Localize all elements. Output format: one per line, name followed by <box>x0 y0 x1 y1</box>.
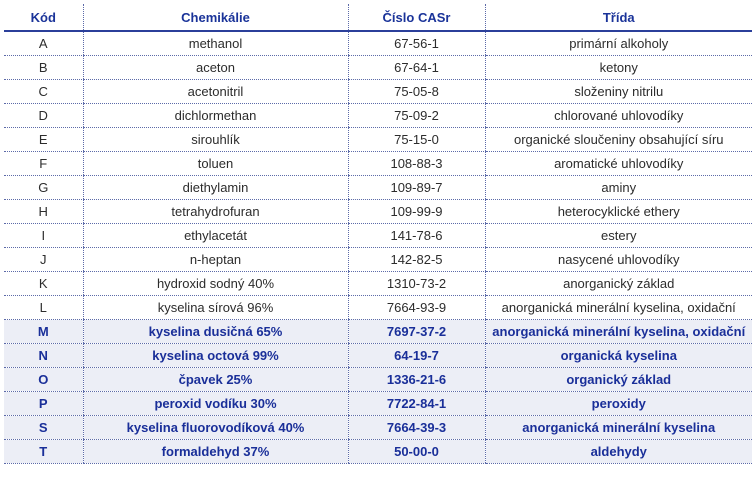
cell-code: I <box>4 223 83 248</box>
cell-code: K <box>4 271 83 296</box>
cell-code: B <box>4 55 83 80</box>
cell-chemical: kyselina fluorovodíková 40% <box>82 415 348 440</box>
cell-class: organické sloučeniny obsahující síru <box>484 127 752 152</box>
cell-cas-number: 7664-93-9 <box>347 295 485 320</box>
cell-class: aminy <box>484 175 752 200</box>
cell-cas-number: 67-64-1 <box>347 55 485 80</box>
cell-chemical: toluen <box>82 151 348 176</box>
cell-class: nasycené uhlovodíky <box>484 247 752 272</box>
table-header: Kód Chemikálie Číslo CASr Třída <box>4 4 752 32</box>
cell-cas-number: 75-05-8 <box>347 79 485 104</box>
cell-chemical: tetrahydrofuran <box>82 199 348 224</box>
cell-code: T <box>4 439 83 464</box>
cell-cas-number: 50-00-0 <box>347 439 485 464</box>
cell-cas-number: 141-78-6 <box>347 223 485 248</box>
cell-chemical: peroxid vodíku 30% <box>82 391 348 416</box>
cell-cas-number: 7664-39-3 <box>347 415 485 440</box>
cell-class: anorganická minerální kyselina, oxidační <box>484 319 752 344</box>
cell-code: F <box>4 151 83 176</box>
cell-cas-number: 75-09-2 <box>347 103 485 128</box>
cell-code: M <box>4 319 83 344</box>
cell-class: anorganická minerální kyselina <box>484 415 752 440</box>
cell-chemical: čpavek 25% <box>82 367 348 392</box>
cell-code: N <box>4 343 83 368</box>
cell-code: A <box>4 31 83 56</box>
cell-code: L <box>4 295 83 320</box>
cell-cas-number: 7697-37-2 <box>347 319 485 344</box>
cell-chemical: kyselina dusičná 65% <box>82 319 348 344</box>
cell-class: aldehydy <box>484 439 752 464</box>
header-class: Třída <box>484 4 752 32</box>
header-chemical: Chemikálie <box>82 4 348 32</box>
cell-chemical: kyselina octová 99% <box>82 343 348 368</box>
cell-code: P <box>4 391 83 416</box>
cell-class: ketony <box>484 55 752 80</box>
cell-class: primární alkoholy <box>484 31 752 56</box>
cell-cas-number: 142-82-5 <box>347 247 485 272</box>
cell-cas-number: 64-19-7 <box>347 343 485 368</box>
cell-code: G <box>4 175 83 200</box>
cell-class: chlorované uhlovodíky <box>484 103 752 128</box>
header-row: Kód Chemikálie Číslo CASr Třída <box>4 4 752 32</box>
cell-code: J <box>4 247 83 272</box>
cell-cas-number: 67-56-1 <box>347 31 485 56</box>
cell-cas-number: 109-89-7 <box>347 175 485 200</box>
cell-cas-number: 7722-84-1 <box>347 391 485 416</box>
cell-chemical: dichlormethan <box>82 103 348 128</box>
cell-chemical: ethylacetát <box>82 223 348 248</box>
cell-cas-number: 1310-73-2 <box>347 271 485 296</box>
cell-chemical: acetonitril <box>82 79 348 104</box>
cell-class: organický základ <box>484 367 752 392</box>
cell-code: S <box>4 415 83 440</box>
cell-code: C <box>4 79 83 104</box>
cell-chemical: formaldehyd 37% <box>82 439 348 464</box>
header-cas-number: Číslo CASr <box>347 4 485 32</box>
cell-code: D <box>4 103 83 128</box>
cell-chemical: n-heptan <box>82 247 348 272</box>
cell-chemical: hydroxid sodný 40% <box>82 271 348 296</box>
cell-code: H <box>4 199 83 224</box>
cell-code: E <box>4 127 83 152</box>
cell-cas-number: 75-15-0 <box>347 127 485 152</box>
cell-class: peroxidy <box>484 391 752 416</box>
cell-cas-number: 109-99-9 <box>347 199 485 224</box>
header-code: Kód <box>4 4 83 32</box>
cell-cas-number: 1336-21-6 <box>347 367 485 392</box>
cell-class: anorganická minerální kyselina, oxidační <box>484 295 752 320</box>
cell-chemical: methanol <box>82 31 348 56</box>
cell-chemical: sirouhlík <box>82 127 348 152</box>
cell-chemical: diethylamin <box>82 175 348 200</box>
cell-class: anorganický základ <box>484 271 752 296</box>
cell-class: estery <box>484 223 752 248</box>
cell-class: složeniny nitrilu <box>484 79 752 104</box>
cell-class: aromatické uhlovodíky <box>484 151 752 176</box>
cell-cas-number: 108-88-3 <box>347 151 485 176</box>
cell-class: heterocyklické ethery <box>484 199 752 224</box>
cell-chemical: kyselina sírová 96% <box>82 295 348 320</box>
cell-chemical: aceton <box>82 55 348 80</box>
cell-code: O <box>4 367 83 392</box>
cell-class: organická kyselina <box>484 343 752 368</box>
